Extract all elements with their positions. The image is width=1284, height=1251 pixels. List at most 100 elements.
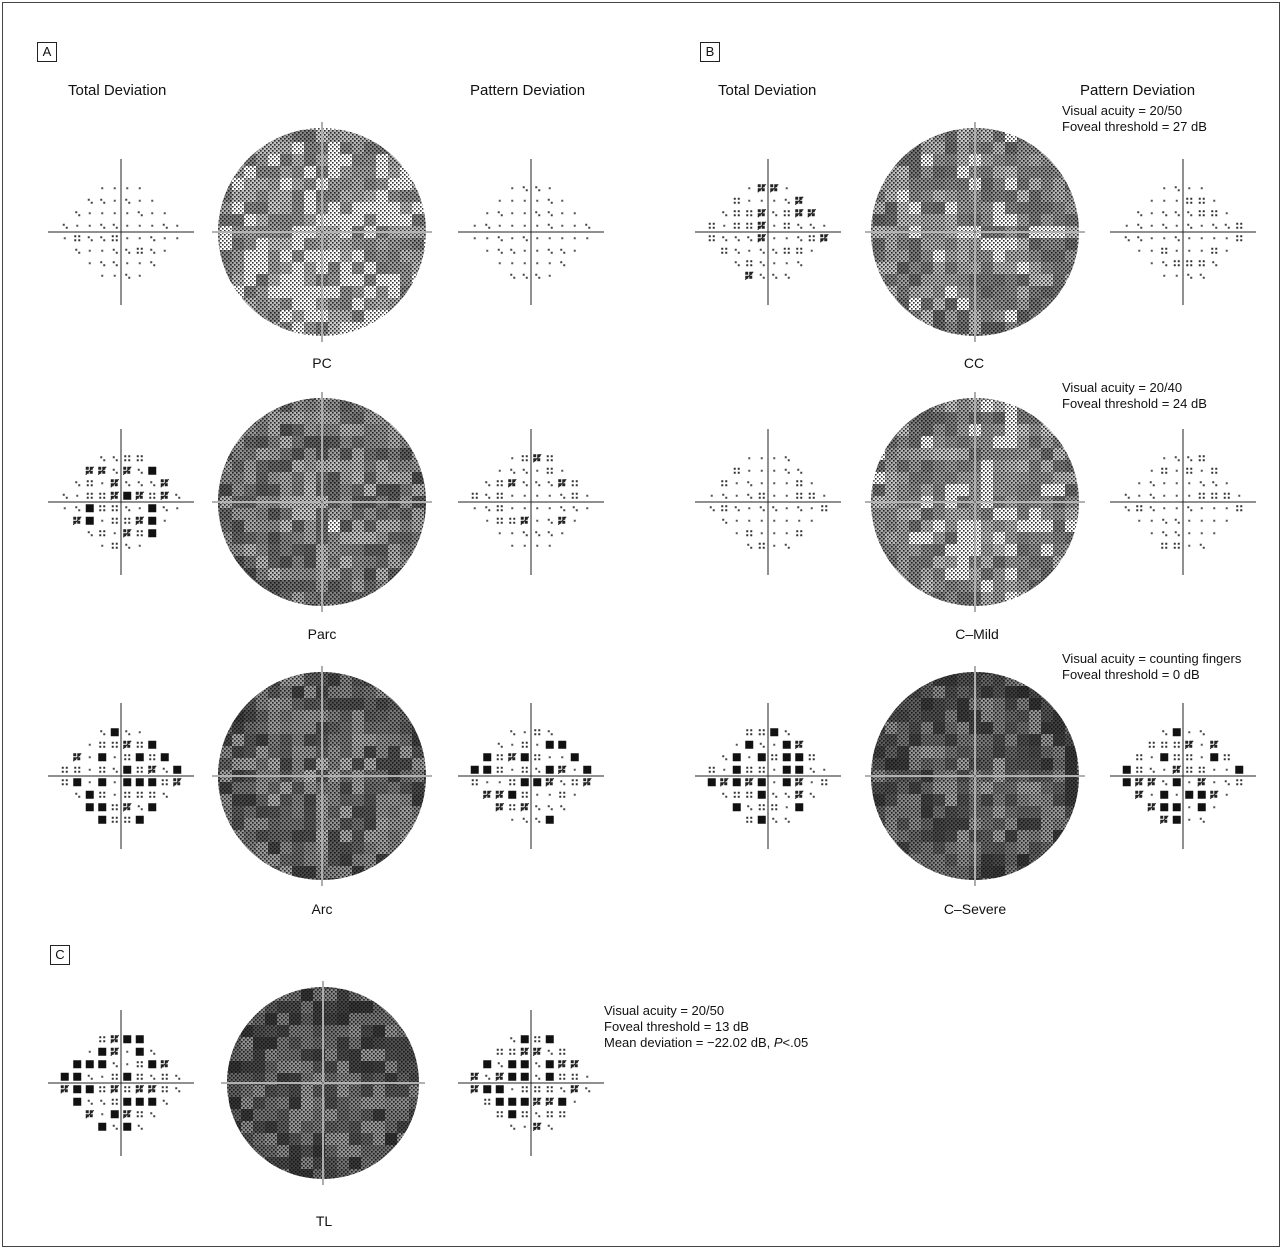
- test-point: [582, 777, 592, 787]
- test-point: [1200, 756, 1203, 759]
- test-point: [87, 198, 93, 204]
- caption-cc: CC: [963, 355, 985, 371]
- test-point: [123, 778, 132, 787]
- test-point: [521, 1111, 528, 1118]
- test-point: [547, 198, 553, 204]
- test-point: [571, 779, 578, 786]
- test-point: [138, 731, 141, 734]
- test-point: [101, 274, 104, 277]
- test-point: [1174, 456, 1180, 462]
- greyscale-c-severe: [865, 666, 1085, 886]
- test-point: [498, 199, 501, 202]
- test-point: [1223, 492, 1230, 499]
- test-point: [496, 505, 503, 512]
- test-point: [1188, 187, 1191, 190]
- test-point: [561, 532, 564, 535]
- test-point: [112, 456, 118, 462]
- test-point: [532, 1047, 542, 1057]
- test-point: [735, 482, 738, 485]
- test-point: [1188, 532, 1191, 535]
- test-point: [1150, 469, 1153, 472]
- test-point: [785, 187, 788, 190]
- test-point: [100, 730, 106, 736]
- test-point: [747, 543, 753, 549]
- test-point: [748, 756, 751, 759]
- test-point: [1162, 223, 1168, 229]
- test-point: [773, 519, 776, 522]
- test-point: [772, 506, 778, 512]
- test-point: [795, 765, 804, 774]
- visual-acuity-c-severe: Visual acuity = counting fingers: [1062, 651, 1242, 666]
- pattern-deviation-c-severe: [1110, 703, 1256, 849]
- test-point: [572, 506, 578, 512]
- test-point: [1198, 492, 1205, 499]
- test-point: [150, 261, 156, 267]
- test-point: [1138, 519, 1141, 522]
- test-point: [1225, 507, 1228, 510]
- test-point: [1162, 518, 1168, 524]
- test-point: [722, 518, 728, 524]
- test-point: [1147, 802, 1157, 812]
- test-point: [784, 468, 790, 474]
- greyscale-field: [227, 987, 419, 1179]
- test-point: [748, 249, 751, 252]
- test-point: [757, 778, 766, 787]
- total-deviation-arc: [48, 703, 194, 849]
- test-point: [1136, 505, 1143, 512]
- test-point: [536, 262, 539, 265]
- test-point: [782, 765, 791, 774]
- test-point: [496, 766, 503, 773]
- test-point: [508, 1097, 517, 1106]
- test-point: [536, 469, 539, 472]
- test-point: [135, 516, 145, 526]
- test-point: [110, 1110, 119, 1119]
- test-point: [1188, 781, 1191, 784]
- test-point: [773, 781, 776, 784]
- test-point: [571, 492, 578, 499]
- test-point: [547, 223, 553, 229]
- test-point: [482, 790, 492, 800]
- test-point: [520, 516, 530, 526]
- test-point: [532, 1122, 542, 1132]
- test-point: [796, 247, 803, 254]
- header-total-deviation-a: Total Deviation: [68, 82, 167, 99]
- test-point: [101, 187, 104, 190]
- test-point: [773, 224, 776, 227]
- test-point: [1212, 261, 1218, 267]
- test-point: [545, 740, 554, 749]
- test-point: [507, 752, 517, 762]
- test-point: [101, 1075, 104, 1078]
- test-point: [573, 237, 576, 240]
- test-point: [571, 1073, 578, 1080]
- test-point: [1209, 740, 1219, 750]
- test-point: [148, 803, 157, 812]
- test-point: [1187, 273, 1193, 279]
- test-point: [772, 248, 778, 254]
- greyscale-arc: [212, 666, 432, 886]
- test-point: [1173, 741, 1180, 748]
- test-point: [557, 516, 567, 526]
- test-point: [536, 743, 539, 746]
- test-point: [110, 478, 120, 488]
- test-point: [110, 491, 120, 501]
- test-point: [497, 1062, 503, 1068]
- test-point: [573, 519, 576, 522]
- pattern-deviation-parc: [458, 429, 604, 575]
- test-point: [1213, 237, 1216, 240]
- test-point: [1225, 482, 1228, 485]
- test-point: [794, 196, 804, 206]
- test-point: [163, 237, 166, 240]
- test-point: [175, 1074, 181, 1080]
- test-point: [748, 519, 751, 522]
- test-point: [100, 198, 106, 204]
- test-point: [773, 532, 776, 535]
- test-point: [536, 507, 539, 510]
- test-point: [1188, 544, 1191, 547]
- test-point: [511, 199, 514, 202]
- test-point: [784, 198, 790, 204]
- test-point: [1213, 806, 1216, 809]
- test-point: [124, 517, 131, 524]
- test-point: [508, 1110, 517, 1119]
- test-point: [149, 754, 156, 761]
- test-point: [1223, 754, 1230, 761]
